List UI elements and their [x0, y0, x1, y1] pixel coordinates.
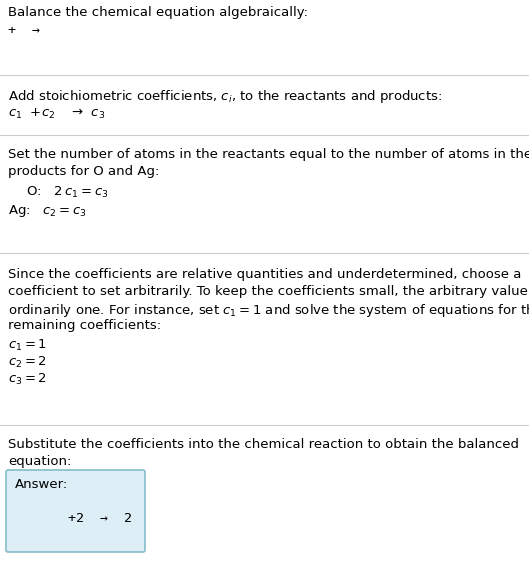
Text: $c_2 = 2$: $c_2 = 2$ — [8, 355, 47, 370]
Text: Answer:: Answer: — [15, 478, 68, 491]
FancyBboxPatch shape — [6, 470, 145, 552]
Text: $c_1 = 1$: $c_1 = 1$ — [8, 338, 47, 353]
Text: equation:: equation: — [8, 455, 71, 468]
Text: remaining coefficients:: remaining coefficients: — [8, 319, 161, 332]
Text: Since the coefficients are relative quantities and underdetermined, choose a: Since the coefficients are relative quan… — [8, 268, 522, 281]
Text: ordinarily one. For instance, set $c_1 = 1$ and solve the system of equations fo: ordinarily one. For instance, set $c_1 =… — [8, 302, 529, 319]
Text: Add stoichiometric coefficients, $c_i$, to the reactants and products:: Add stoichiometric coefficients, $c_i$, … — [8, 88, 442, 105]
Text: +2  →  2: +2 → 2 — [28, 512, 132, 525]
Text: Balance the chemical equation algebraically:: Balance the chemical equation algebraica… — [8, 6, 308, 19]
Text: $c_3 = 2$: $c_3 = 2$ — [8, 372, 47, 387]
Text: Set the number of atoms in the reactants equal to the number of atoms in the: Set the number of atoms in the reactants… — [8, 148, 529, 161]
Text: $c_1$  +$c_2$    →  $c_3$: $c_1$ +$c_2$ → $c_3$ — [8, 107, 105, 121]
Text: products for O and Ag:: products for O and Ag: — [8, 165, 159, 178]
Text: coefficient to set arbitrarily. To keep the coefficients small, the arbitrary va: coefficient to set arbitrarily. To keep … — [8, 285, 529, 298]
Text: O:   $2\,c_1 = c_3$: O: $2\,c_1 = c_3$ — [18, 185, 109, 200]
Text: +  →: + → — [8, 24, 40, 37]
Text: Substitute the coefficients into the chemical reaction to obtain the balanced: Substitute the coefficients into the che… — [8, 438, 519, 451]
Text: Ag:   $c_2 = c_3$: Ag: $c_2 = c_3$ — [8, 203, 87, 219]
